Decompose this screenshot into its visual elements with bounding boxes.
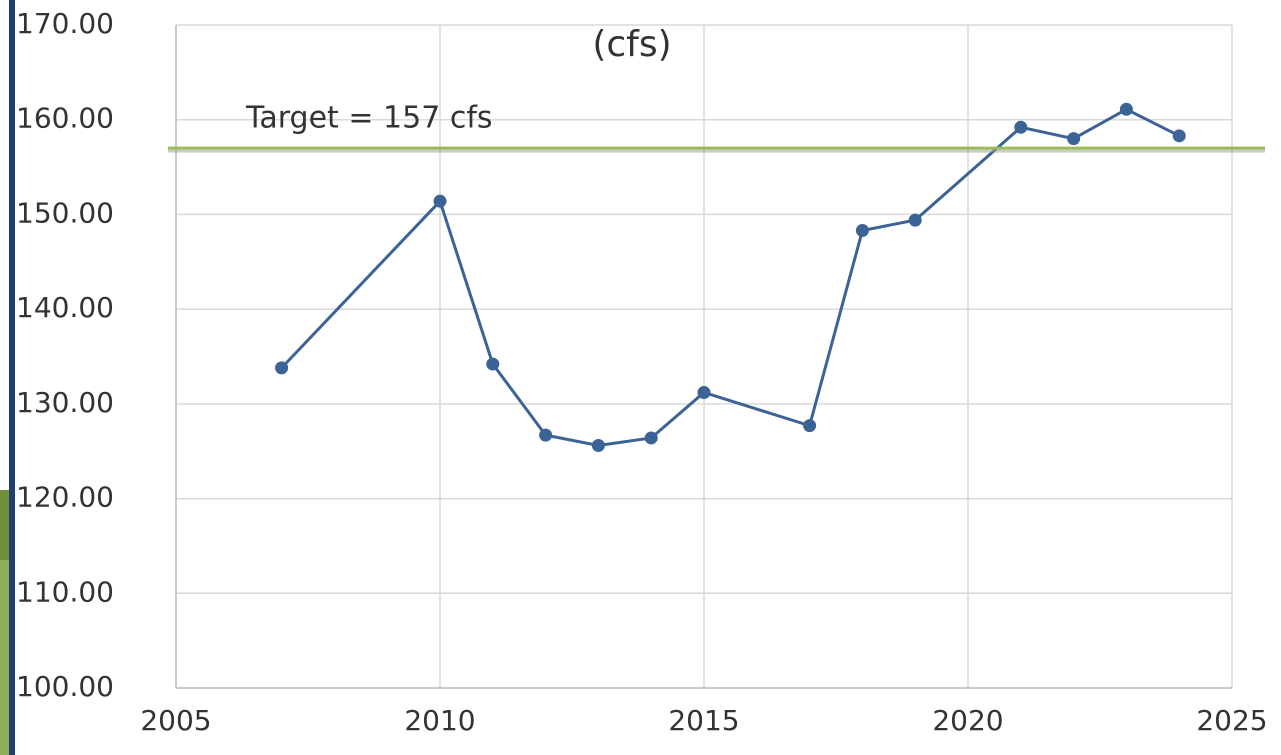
x-tick-label: 2020 — [932, 704, 1003, 737]
data-point — [1172, 129, 1186, 143]
data-point — [539, 428, 553, 442]
x-tick-label: 2025 — [1196, 704, 1267, 737]
y-tick-label: 140.00 — [16, 291, 114, 324]
data-point — [1067, 132, 1081, 146]
y-tick-label: 130.00 — [16, 386, 114, 419]
y-tick-label: 120.00 — [16, 481, 114, 514]
target-label: Target = 157 cfs — [245, 101, 493, 136]
x-tick-label: 2010 — [404, 704, 475, 737]
data-point — [908, 213, 922, 227]
x-tick-label: 2015 — [668, 704, 739, 737]
data-point — [275, 361, 289, 375]
data-point — [644, 431, 658, 445]
data-point — [855, 224, 869, 238]
side-image — [0, 560, 9, 755]
x-tick-label: 2005 — [140, 704, 211, 737]
data-line — [280, 107, 1180, 448]
data-point — [803, 419, 817, 433]
data-point — [697, 385, 711, 399]
data-point — [1014, 120, 1028, 134]
y-tick-label: 160.00 — [16, 102, 114, 135]
y-tick-label: 170.00 — [16, 7, 114, 40]
y-tick-label: 110.00 — [16, 575, 114, 608]
data-point — [591, 439, 605, 453]
y-tick-label: 150.00 — [16, 196, 114, 229]
data-point — [433, 194, 447, 208]
y-tick-label: 100.00 — [16, 670, 114, 703]
side-bar — [9, 0, 15, 755]
chart-title: (cfs) — [592, 24, 671, 65]
data-point — [486, 357, 500, 371]
data-point — [1119, 102, 1133, 116]
